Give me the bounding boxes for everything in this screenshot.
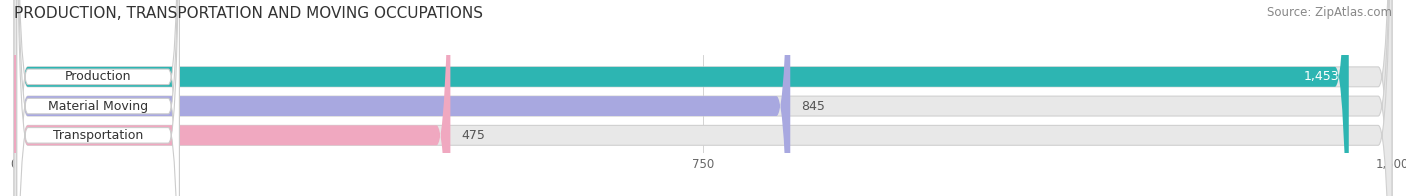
FancyBboxPatch shape: [17, 0, 180, 196]
FancyBboxPatch shape: [17, 0, 180, 196]
Text: 1,453: 1,453: [1303, 70, 1340, 83]
FancyBboxPatch shape: [14, 0, 790, 196]
Text: 475: 475: [461, 129, 485, 142]
FancyBboxPatch shape: [14, 0, 1392, 196]
FancyBboxPatch shape: [14, 0, 450, 196]
FancyBboxPatch shape: [14, 0, 1392, 196]
Text: Source: ZipAtlas.com: Source: ZipAtlas.com: [1267, 6, 1392, 19]
Text: PRODUCTION, TRANSPORTATION AND MOVING OCCUPATIONS: PRODUCTION, TRANSPORTATION AND MOVING OC…: [14, 6, 484, 21]
Text: Transportation: Transportation: [53, 129, 143, 142]
FancyBboxPatch shape: [17, 0, 180, 196]
Text: Production: Production: [65, 70, 131, 83]
Text: 845: 845: [801, 100, 825, 113]
FancyBboxPatch shape: [14, 0, 1392, 196]
FancyBboxPatch shape: [14, 0, 1348, 196]
Text: Material Moving: Material Moving: [48, 100, 148, 113]
